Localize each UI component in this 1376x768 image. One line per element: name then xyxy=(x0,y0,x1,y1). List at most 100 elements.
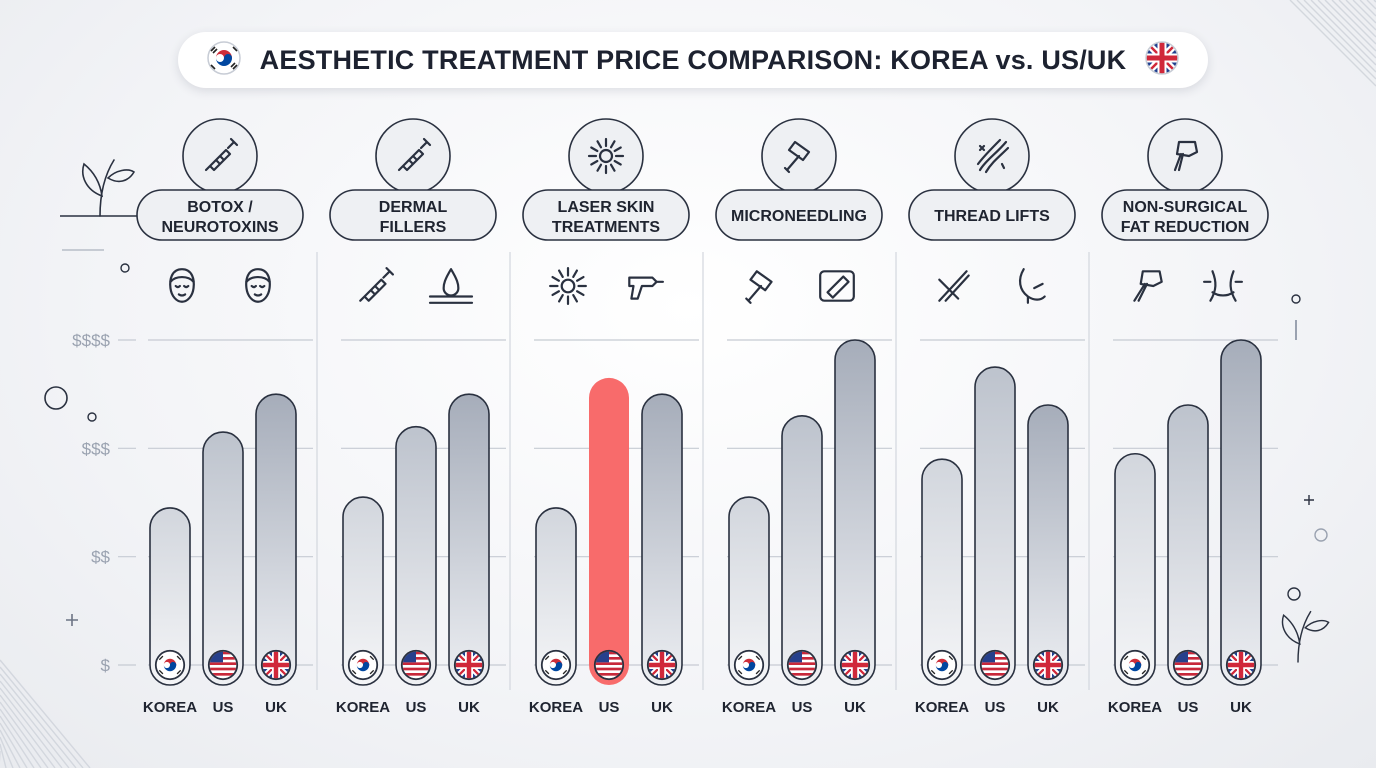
series-label: KOREA xyxy=(722,699,776,716)
bar-uk xyxy=(834,339,876,686)
bar-us xyxy=(202,431,244,686)
plus-icon xyxy=(66,614,78,626)
category-label: MICRONEEDLING xyxy=(731,208,867,225)
category-header: DERMAL FILLERS xyxy=(329,118,497,304)
plant-icon xyxy=(1281,610,1330,663)
category-label: THREAD LIFTS xyxy=(934,208,1050,225)
needle-patch-icon xyxy=(819,270,855,302)
category-pill xyxy=(522,189,690,241)
series-label: US xyxy=(599,699,620,716)
bar-uk xyxy=(255,393,297,686)
y-tick-label: $$ xyxy=(91,548,110,567)
bar-uk xyxy=(448,393,490,686)
sunburst-icon xyxy=(587,137,625,175)
tweezers-icon xyxy=(938,270,970,302)
syringe-icon xyxy=(397,137,432,172)
bar-korea xyxy=(149,507,191,686)
series-label: KOREA xyxy=(529,699,583,716)
y-tick-label: $ xyxy=(101,656,111,675)
y-tick-label: $$$ xyxy=(82,439,111,458)
circle-icon xyxy=(1314,528,1328,542)
category-label: BOTOX / xyxy=(187,199,253,216)
korea-flag-icon xyxy=(540,649,572,681)
y-tick-label: $$$$ xyxy=(72,331,110,350)
category-label: NEUROTOXINS xyxy=(161,219,278,236)
category-label: FAT REDUCTION xyxy=(1121,219,1250,236)
series-label: US xyxy=(1178,699,1199,716)
bar-korea xyxy=(728,496,770,686)
series-label: UK xyxy=(265,699,287,716)
series-label: KOREA xyxy=(336,699,390,716)
korea-flag-icon xyxy=(926,649,958,681)
category-pill xyxy=(715,189,883,241)
category-pill xyxy=(1101,189,1269,241)
bar-uk xyxy=(1027,404,1069,686)
jawline-icon xyxy=(1018,268,1046,304)
series-label: UK xyxy=(1037,699,1059,716)
category-header: NON-SURGICAL FAT REDUCTION xyxy=(1101,118,1269,302)
sunburst-icon xyxy=(549,267,587,305)
plant-icon xyxy=(82,159,136,217)
series-label: UK xyxy=(1230,699,1252,716)
derma-roller-icon xyxy=(745,270,773,304)
series-label: KOREA xyxy=(915,699,969,716)
category-label: NON-SURGICAL xyxy=(1123,199,1248,216)
series-label: UK xyxy=(458,699,480,716)
category-header: THREAD LIFTS xyxy=(908,118,1076,304)
category-header: BOTOX / NEUROTOXINS xyxy=(136,118,304,303)
bar-korea xyxy=(342,496,384,686)
bar-us xyxy=(589,377,629,685)
series-label: US xyxy=(213,699,234,716)
circle-icon xyxy=(1287,587,1301,601)
bar-us xyxy=(781,415,823,686)
series-label: UK xyxy=(651,699,673,716)
body-contour-device-icon xyxy=(1173,140,1199,172)
series-label: US xyxy=(985,699,1006,716)
category-header: MICRONEEDLING xyxy=(715,118,883,304)
bar-korea xyxy=(921,458,963,686)
category-header: LASER SKIN TREATMENTS xyxy=(522,118,690,305)
waist-icon xyxy=(1202,270,1244,302)
category-label: DERMAL xyxy=(379,199,448,216)
skin-droplet-icon xyxy=(428,268,474,304)
bar-uk xyxy=(641,393,683,686)
category-label: FILLERS xyxy=(380,219,447,236)
bar-us xyxy=(395,425,437,686)
category-icon-badge xyxy=(568,118,644,194)
syringe-icon xyxy=(204,137,239,172)
korea-flag-icon xyxy=(1119,649,1151,681)
bar-uk xyxy=(1220,339,1262,686)
thread-lift-icon xyxy=(976,138,1010,174)
korea-flag-icon xyxy=(206,40,242,81)
bar-korea xyxy=(535,507,577,686)
circle-icon xyxy=(120,263,130,273)
category-pill xyxy=(329,189,497,241)
bar-korea xyxy=(1114,452,1156,686)
contour-device-icon xyxy=(1133,270,1163,302)
series-label: UK xyxy=(844,699,866,716)
bar-us xyxy=(974,366,1016,686)
category-label: TREATMENTS xyxy=(552,219,660,236)
series-label: US xyxy=(406,699,427,716)
series-label: US xyxy=(792,699,813,716)
korea-flag-icon xyxy=(154,649,186,681)
category-label: LASER SKIN xyxy=(558,199,655,216)
uk-flag-icon xyxy=(1144,40,1180,81)
title-pill: AESTHETIC TREATMENT PRICE COMPARISON: KO… xyxy=(178,32,1208,88)
category-pill xyxy=(908,189,1076,241)
laser-device-icon xyxy=(628,276,665,300)
korea-flag-icon xyxy=(733,649,765,681)
derma-roller-icon xyxy=(783,140,811,174)
circle-icon xyxy=(87,412,97,422)
chart-title: AESTHETIC TREATMENT PRICE COMPARISON: KO… xyxy=(259,44,1127,75)
korea-flag-icon xyxy=(347,649,379,681)
syringe-icon xyxy=(359,267,394,302)
series-label: KOREA xyxy=(1108,699,1162,716)
face-icon xyxy=(169,268,195,303)
series-label: KOREA xyxy=(143,699,197,716)
face-icon xyxy=(245,268,271,303)
plus-icon xyxy=(1304,495,1314,505)
bar-us xyxy=(1167,404,1209,686)
